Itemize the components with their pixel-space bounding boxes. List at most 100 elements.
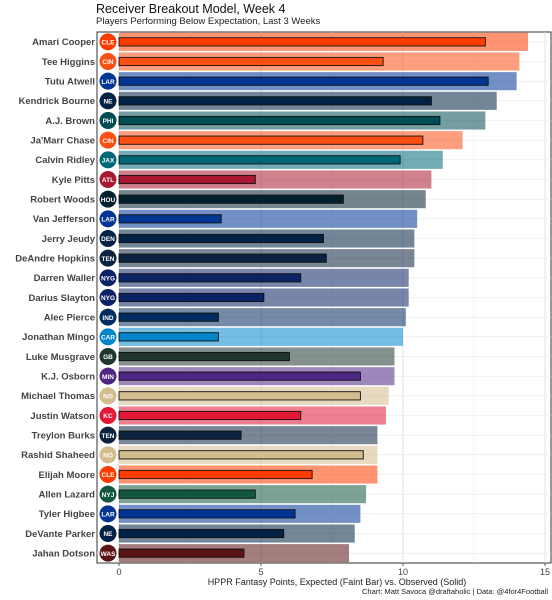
observed-bar (118, 391, 361, 401)
team-logo-icon (99, 92, 117, 110)
team-logo-icon (99, 112, 117, 129)
team-logo-label: PHI (103, 118, 114, 125)
player-label: Alec Pierce (44, 313, 95, 324)
player-label: DeAndre Hopkins (15, 254, 95, 265)
observed-bar (118, 292, 265, 303)
team-logo-icon (99, 367, 117, 385)
team-logo-icon (99, 269, 117, 287)
player-label: Elijah Moore (39, 470, 95, 481)
team-logo-label: IND (102, 315, 114, 322)
player-label: Justin Watson (30, 411, 95, 422)
observed-bar (118, 214, 222, 224)
observed-bar (118, 253, 327, 263)
team-logo-icon (99, 308, 117, 326)
observed-bar (118, 76, 489, 86)
player-label: A.J. Brown (45, 116, 95, 127)
team-logo-label: NYJ (102, 492, 115, 499)
team-logo-icon (99, 53, 117, 70)
player-label: Kyle Pitts (52, 175, 95, 186)
player-label: Van Jefferson (33, 214, 95, 225)
x-tick-label: 10 (398, 567, 408, 577)
player-label: Ja'Marr Chase (30, 136, 95, 147)
team-logo-icon (99, 249, 117, 267)
observed-bar (118, 37, 486, 47)
chart-subtitle: Players Performing Below Expectation, La… (96, 16, 321, 27)
team-logo-label: NO (103, 393, 113, 400)
observed-bar (118, 548, 245, 558)
team-logo-label: NE (103, 98, 113, 105)
observed-bar (118, 194, 344, 204)
team-logo-label: TEN (102, 256, 115, 263)
team-logo-icon (99, 407, 117, 424)
team-logo-label: CLE (102, 472, 116, 479)
team-logo-icon (99, 289, 117, 306)
team-logo-label: JAX (102, 157, 115, 164)
team-logo-label: CIN (102, 138, 114, 145)
team-logo-label: MIN (102, 374, 114, 381)
team-logo-icon (99, 72, 117, 90)
team-logo-label: CAR (101, 334, 115, 341)
player-label: Jerry Jeudy (42, 234, 96, 245)
player-label: Kendrick Bourne (18, 96, 95, 107)
player-label: Darren Waller (34, 273, 96, 284)
team-logo-icon (99, 426, 117, 444)
team-logo-label: KC (103, 413, 113, 420)
team-logo-label: DEN (101, 236, 115, 243)
observed-bar (118, 450, 364, 460)
observed-bar (118, 371, 361, 381)
observed-bar (118, 115, 441, 126)
team-logo-icon (99, 131, 117, 149)
team-logo-icon (99, 190, 117, 208)
team-logo-icon (99, 485, 117, 503)
team-logo-label: NO (103, 452, 113, 459)
x-axis-label: HPPR Fantasy Points, Expected (Faint Bar… (208, 577, 467, 587)
team-logo-label: NE (103, 531, 113, 538)
team-logo-label: LAR (101, 79, 115, 86)
team-logo-label: WAS (101, 551, 116, 558)
player-label: Amari Cooper (32, 37, 95, 48)
player-label: Darius Slayton (28, 293, 95, 304)
team-logo-label: NYG (101, 275, 115, 282)
team-logo-icon (99, 33, 117, 51)
observed-bar (118, 528, 285, 539)
team-logo-icon (99, 151, 117, 169)
team-logo-icon (99, 466, 117, 483)
player-label: Michael Thomas (21, 391, 95, 402)
team-logo-icon (99, 505, 117, 523)
chart-title: Receiver Breakout Model, Week 4 (96, 2, 286, 16)
team-logo-icon (99, 230, 117, 247)
observed-bar (118, 155, 401, 165)
team-logo-icon (99, 525, 117, 542)
player-label: Robert Woods (30, 195, 95, 206)
team-logo-label: GB (103, 354, 113, 361)
observed-bar (118, 96, 432, 106)
team-logo-label: TEN (102, 433, 115, 440)
player-label: Tutu Atwell (45, 77, 95, 88)
team-logo-icon (99, 446, 117, 464)
observed-bar (118, 312, 219, 322)
player-label: Luke Musgrave (26, 352, 95, 363)
team-logo-label: LAR (101, 511, 115, 518)
observed-bar (118, 273, 302, 283)
player-label: Calvin Ridley (35, 155, 95, 166)
team-logo-label: CIN (102, 59, 114, 66)
player-label: Jonathan Mingo (22, 332, 95, 343)
observed-bar (118, 174, 256, 185)
player-label: Allen Lazard (39, 490, 96, 501)
player-label: DeVante Parker (25, 529, 95, 540)
observed-bar (118, 233, 324, 244)
team-logo-label: ATL (102, 177, 114, 184)
x-tick-label: 5 (258, 567, 263, 577)
observed-bar (118, 56, 384, 67)
observed-bar (118, 332, 219, 342)
observed-bar (118, 489, 256, 499)
team-logo-icon (99, 210, 117, 228)
team-logo-label: LAR (101, 216, 115, 223)
team-logo-icon (99, 328, 117, 346)
team-logo-icon (99, 387, 117, 405)
chart-caption: Chart: Matt Savoca @draftaholic | Data: … (361, 587, 548, 596)
x-tick-label: 15 (540, 567, 550, 577)
team-logo-icon (99, 544, 117, 562)
player-label: Rashid Shaheed (21, 450, 95, 461)
